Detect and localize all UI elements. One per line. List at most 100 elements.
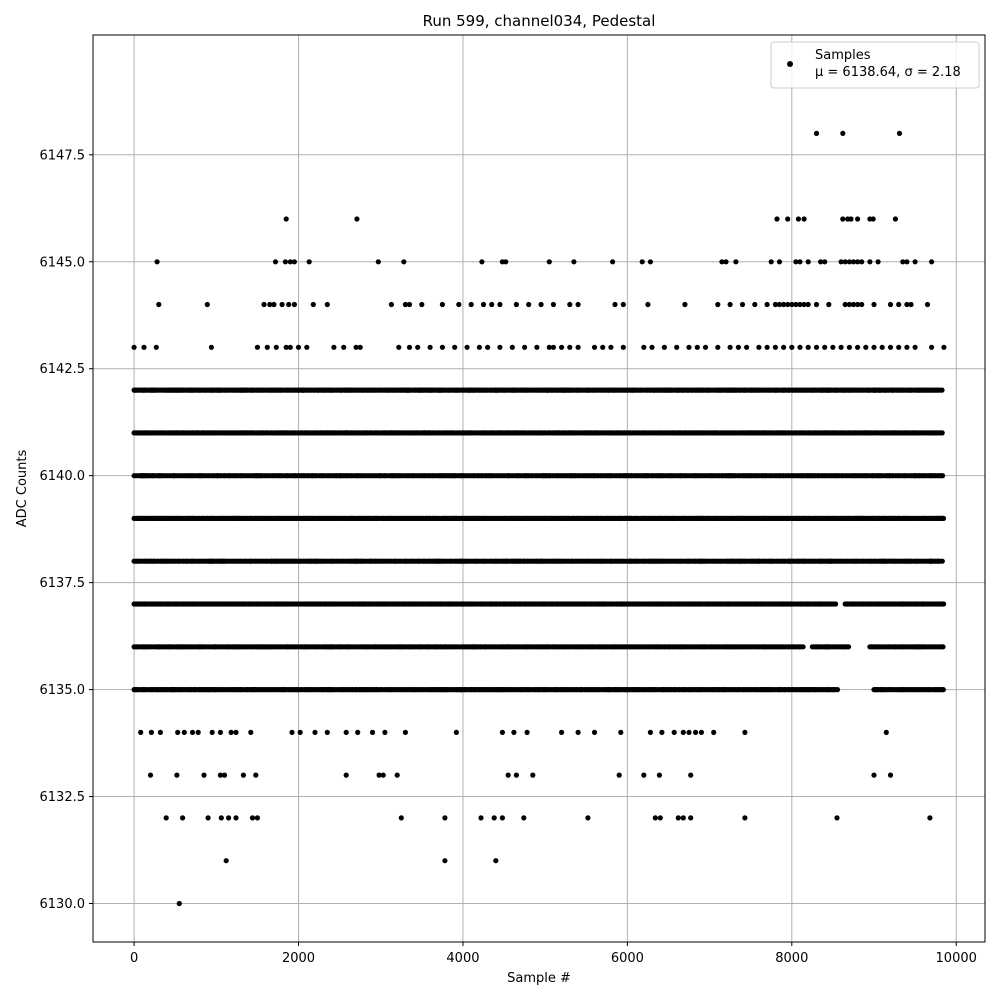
- data-point: [254, 344, 260, 350]
- data-point: [341, 344, 347, 350]
- data-point: [883, 729, 889, 736]
- data-point: [813, 301, 820, 308]
- data-point: [499, 729, 505, 736]
- data-point: [304, 344, 310, 350]
- data-point: [680, 729, 686, 736]
- data-point: [840, 130, 846, 136]
- data-point: [813, 130, 820, 136]
- data-point: [355, 729, 361, 736]
- data-point: [940, 687, 946, 693]
- data-point: [772, 344, 779, 350]
- data-point: [509, 344, 515, 350]
- data-point: [343, 729, 349, 736]
- data-point: [153, 344, 159, 350]
- y-tick-label: 6130.0: [40, 897, 86, 912]
- data-point: [879, 344, 885, 350]
- data-point: [575, 301, 581, 308]
- y-tick-label: 6145.0: [40, 255, 86, 270]
- data-point: [941, 344, 947, 350]
- data-point: [834, 815, 840, 821]
- data-point: [801, 216, 807, 222]
- data-point: [453, 729, 459, 736]
- data-point: [764, 301, 770, 308]
- data-point: [675, 815, 681, 821]
- data-point: [571, 259, 577, 265]
- data-point: [295, 344, 302, 350]
- data-point: [833, 601, 839, 607]
- data-point: [656, 772, 663, 778]
- data-point: [768, 259, 774, 265]
- data-point: [406, 344, 413, 350]
- data-point: [715, 301, 721, 308]
- data-point: [940, 644, 946, 650]
- data-point: [176, 900, 182, 907]
- data-point: [805, 344, 811, 350]
- data-point: [375, 259, 381, 265]
- data-point: [591, 729, 598, 736]
- data-point: [610, 259, 616, 265]
- data-point: [859, 301, 865, 308]
- data-point: [682, 301, 688, 308]
- x-axis-label: Sample #: [507, 971, 571, 986]
- data-point: [822, 259, 828, 265]
- data-point: [797, 259, 803, 265]
- data-point: [575, 344, 581, 350]
- data-point: [661, 344, 668, 350]
- data-point: [887, 344, 894, 350]
- data-point: [221, 772, 228, 778]
- data-point: [205, 815, 211, 821]
- data-point: [834, 687, 841, 693]
- data-point: [271, 301, 277, 308]
- data-point: [892, 216, 899, 222]
- data-point: [838, 344, 844, 350]
- data-point: [855, 344, 861, 350]
- data-point: [800, 644, 806, 650]
- data-point: [279, 301, 285, 308]
- data-point: [846, 344, 853, 350]
- x-tick-label: 2000: [282, 951, 315, 966]
- data-point: [546, 259, 552, 265]
- data-point: [189, 729, 196, 736]
- data-point: [526, 301, 532, 308]
- data-point: [497, 301, 503, 308]
- data-point: [272, 259, 279, 265]
- data-point: [180, 815, 186, 821]
- data-point: [283, 216, 289, 222]
- data-point: [141, 344, 147, 350]
- data-point: [871, 344, 877, 350]
- data-point: [297, 729, 303, 736]
- data-point: [499, 815, 505, 821]
- data-point: [940, 515, 947, 522]
- data-point: [908, 301, 914, 308]
- data-point: [639, 259, 645, 265]
- data-point: [442, 815, 448, 821]
- data-point: [163, 815, 169, 821]
- data-point: [657, 815, 663, 821]
- x-tick-label: 0: [130, 951, 138, 966]
- data-point: [693, 729, 699, 736]
- data-point: [406, 301, 413, 308]
- data-point: [261, 301, 267, 308]
- data-point: [929, 259, 935, 265]
- data-point: [904, 344, 910, 350]
- data-point: [575, 729, 581, 736]
- data-point: [735, 344, 742, 350]
- data-point: [201, 772, 207, 778]
- data-point: [228, 729, 234, 736]
- data-point: [711, 729, 717, 736]
- data-point: [805, 301, 811, 308]
- data-point: [929, 344, 935, 350]
- data-point: [848, 216, 854, 222]
- data-point: [733, 259, 739, 265]
- y-tick-label: 6132.5: [40, 790, 86, 805]
- data-point: [264, 344, 270, 350]
- data-point: [887, 301, 894, 308]
- data-point: [727, 344, 733, 350]
- data-point: [174, 772, 180, 778]
- data-point: [291, 259, 297, 265]
- data-point: [559, 344, 565, 350]
- data-point: [357, 344, 363, 350]
- data-point: [217, 729, 223, 736]
- data-point: [209, 729, 215, 736]
